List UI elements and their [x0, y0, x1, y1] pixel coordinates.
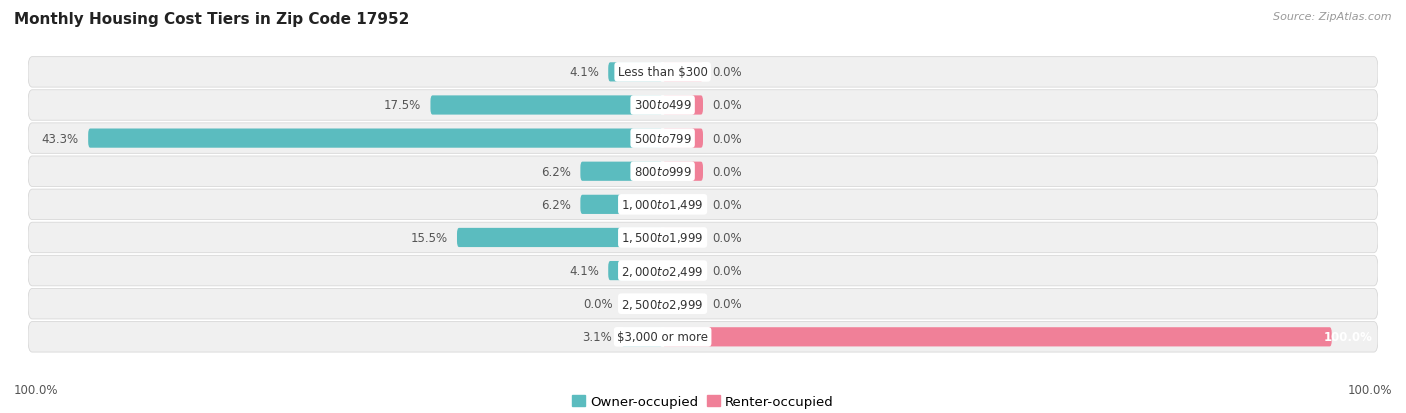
Text: 100.0%: 100.0%: [1323, 330, 1372, 344]
Text: $800 to $999: $800 to $999: [634, 165, 692, 178]
Text: 15.5%: 15.5%: [411, 231, 447, 244]
Text: Source: ZipAtlas.com: Source: ZipAtlas.com: [1274, 12, 1392, 22]
Text: 0.0%: 0.0%: [713, 198, 742, 211]
FancyBboxPatch shape: [623, 294, 662, 313]
FancyBboxPatch shape: [28, 57, 1378, 88]
FancyBboxPatch shape: [662, 228, 703, 247]
FancyBboxPatch shape: [581, 162, 662, 181]
FancyBboxPatch shape: [28, 256, 1378, 286]
FancyBboxPatch shape: [609, 261, 662, 280]
Text: $500 to $799: $500 to $799: [634, 132, 692, 145]
FancyBboxPatch shape: [28, 123, 1378, 154]
FancyBboxPatch shape: [662, 294, 703, 313]
Text: 0.0%: 0.0%: [713, 264, 742, 278]
FancyBboxPatch shape: [609, 63, 662, 82]
FancyBboxPatch shape: [430, 96, 662, 115]
Legend: Owner-occupied, Renter-occupied: Owner-occupied, Renter-occupied: [567, 390, 839, 413]
FancyBboxPatch shape: [662, 96, 703, 115]
FancyBboxPatch shape: [621, 328, 662, 347]
FancyBboxPatch shape: [28, 157, 1378, 187]
FancyBboxPatch shape: [662, 162, 703, 181]
FancyBboxPatch shape: [28, 322, 1378, 352]
FancyBboxPatch shape: [28, 90, 1378, 121]
FancyBboxPatch shape: [662, 195, 703, 214]
Text: $2,500 to $2,999: $2,500 to $2,999: [621, 297, 704, 311]
Text: 100.0%: 100.0%: [1347, 384, 1392, 396]
Text: 17.5%: 17.5%: [384, 99, 422, 112]
Text: 4.1%: 4.1%: [569, 264, 599, 278]
Text: $1,500 to $1,999: $1,500 to $1,999: [621, 231, 704, 245]
FancyBboxPatch shape: [89, 129, 662, 148]
FancyBboxPatch shape: [28, 289, 1378, 319]
Text: 0.0%: 0.0%: [713, 297, 742, 311]
Text: 6.2%: 6.2%: [541, 198, 571, 211]
FancyBboxPatch shape: [662, 328, 1331, 347]
Text: 43.3%: 43.3%: [42, 132, 79, 145]
Text: 0.0%: 0.0%: [583, 297, 613, 311]
Text: Less than $300: Less than $300: [617, 66, 707, 79]
Text: 6.2%: 6.2%: [541, 165, 571, 178]
Text: 3.1%: 3.1%: [582, 330, 612, 344]
FancyBboxPatch shape: [662, 63, 703, 82]
FancyBboxPatch shape: [457, 228, 662, 247]
FancyBboxPatch shape: [581, 195, 662, 214]
Text: $1,000 to $1,499: $1,000 to $1,499: [621, 198, 704, 212]
Text: 0.0%: 0.0%: [713, 231, 742, 244]
Text: 100.0%: 100.0%: [14, 384, 59, 396]
FancyBboxPatch shape: [28, 190, 1378, 220]
Text: $2,000 to $2,499: $2,000 to $2,499: [621, 264, 704, 278]
Text: 4.1%: 4.1%: [569, 66, 599, 79]
FancyBboxPatch shape: [662, 261, 703, 280]
FancyBboxPatch shape: [662, 129, 703, 148]
Text: 0.0%: 0.0%: [713, 66, 742, 79]
Text: $3,000 or more: $3,000 or more: [617, 330, 709, 344]
Text: 0.0%: 0.0%: [713, 165, 742, 178]
Text: 0.0%: 0.0%: [713, 132, 742, 145]
Text: 0.0%: 0.0%: [713, 99, 742, 112]
FancyBboxPatch shape: [28, 223, 1378, 253]
Text: Monthly Housing Cost Tiers in Zip Code 17952: Monthly Housing Cost Tiers in Zip Code 1…: [14, 12, 409, 27]
Text: $300 to $499: $300 to $499: [634, 99, 692, 112]
